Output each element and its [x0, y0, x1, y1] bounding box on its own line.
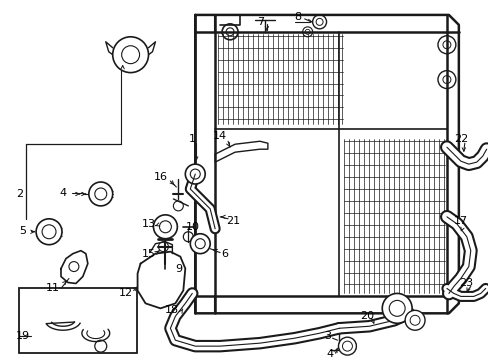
Text: 19: 19 [16, 331, 30, 341]
Text: 21: 21 [225, 216, 240, 226]
Text: 11: 11 [46, 283, 60, 293]
Circle shape [382, 293, 411, 323]
Polygon shape [215, 141, 267, 162]
Polygon shape [46, 322, 80, 330]
Text: 14: 14 [213, 131, 227, 141]
Polygon shape [61, 251, 88, 283]
Text: 12: 12 [118, 288, 132, 298]
Text: 6: 6 [221, 249, 228, 258]
Circle shape [338, 337, 356, 355]
Text: 17: 17 [453, 216, 467, 226]
Circle shape [185, 164, 205, 184]
Circle shape [36, 219, 62, 245]
Text: 2: 2 [16, 189, 23, 199]
Circle shape [192, 236, 208, 252]
Text: 10: 10 [186, 222, 200, 232]
Text: 16: 16 [153, 172, 167, 182]
Circle shape [405, 310, 424, 330]
Text: 20: 20 [360, 311, 374, 321]
Text: 4: 4 [325, 349, 332, 359]
Text: 13: 13 [141, 219, 155, 229]
Circle shape [153, 215, 177, 239]
Bar [19, 288, 136, 353]
Text: 18: 18 [165, 305, 179, 315]
Text: 23: 23 [458, 279, 472, 288]
Text: 7: 7 [257, 17, 264, 27]
Circle shape [89, 182, 112, 206]
Text: 15: 15 [141, 249, 155, 258]
Text: 4: 4 [59, 188, 66, 198]
Circle shape [112, 37, 148, 73]
Text: 5: 5 [20, 226, 27, 236]
Text: 22: 22 [453, 134, 467, 144]
Circle shape [190, 234, 210, 254]
Text: 3: 3 [324, 331, 330, 341]
Polygon shape [137, 252, 185, 309]
Text: 1: 1 [188, 134, 195, 144]
Text: 8: 8 [294, 12, 301, 22]
Text: 9: 9 [174, 264, 182, 274]
